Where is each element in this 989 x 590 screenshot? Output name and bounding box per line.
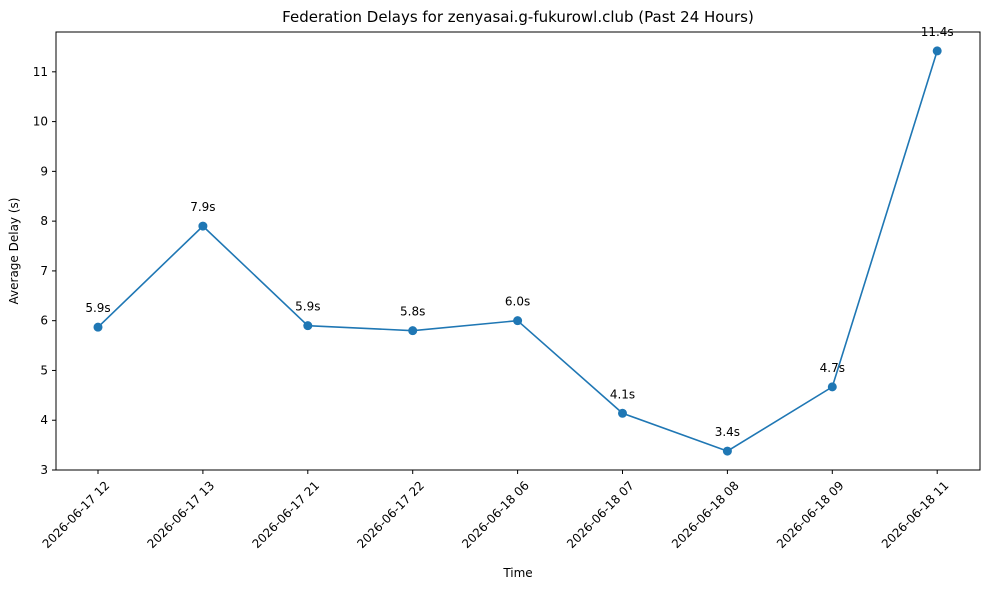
plot-frame xyxy=(55,31,981,471)
data-point xyxy=(722,446,732,456)
data-label: 5.9s xyxy=(85,301,110,315)
data-point xyxy=(932,46,942,56)
y-tick-label: 11 xyxy=(33,65,48,79)
y-tick-label: 5 xyxy=(40,363,48,377)
x-axis: 2026-06-17 12 2026-06-17 13 2026-06-17 21 2… xyxy=(40,470,952,551)
y-tick-label: 3 xyxy=(40,463,48,477)
y-tick-label: 7 xyxy=(40,264,48,278)
series-group: 5.9s 7.9s 5.9s 5.8s 6.0s 4.1s 3.4s 4.7s 11.4s xyxy=(85,25,954,456)
data-label: 4.1s xyxy=(610,387,635,401)
data-label: 5.9s xyxy=(295,300,320,314)
data-label: 4.7s xyxy=(820,361,845,375)
y-tick-label: 10 xyxy=(33,115,48,129)
x-tick-label: 2026-06-17 21 xyxy=(249,478,322,551)
data-point xyxy=(303,321,313,331)
x-tick-label: 2026-06-18 07 xyxy=(564,478,637,551)
y-axis-title: Average Delay (s) xyxy=(7,198,21,305)
series-line xyxy=(97,50,938,452)
data-label: 3.4s xyxy=(715,425,740,439)
data-point xyxy=(198,221,208,231)
x-tick-label: 2026-06-17 12 xyxy=(40,478,113,551)
x-tick-label: 2026-06-18 06 xyxy=(459,478,532,551)
data-label: 6.0s xyxy=(505,295,530,309)
data-label: 11.4s xyxy=(921,25,954,39)
x-tick-label: 2026-06-18 08 xyxy=(669,478,742,551)
data-label: 5.8s xyxy=(400,305,425,319)
x-tick-label: 2026-06-18 09 xyxy=(774,478,847,551)
data-point xyxy=(408,326,418,336)
plot-area xyxy=(55,31,981,471)
x-tick-label: 2026-06-17 13 xyxy=(145,478,218,551)
data-point xyxy=(93,322,103,332)
chart-title: Federation Delays for zenyasai.g-fukurow… xyxy=(282,8,754,26)
x-tick-label: 2026-06-18 11 xyxy=(879,478,952,551)
x-tick-label: 2026-06-17 22 xyxy=(354,478,427,551)
x-axis-title: Time xyxy=(502,566,532,580)
data-label: 7.9s xyxy=(190,200,215,214)
data-point xyxy=(618,408,627,418)
y-tick-label: 8 xyxy=(40,214,48,228)
data-point xyxy=(513,316,523,326)
y-tick-label: 4 xyxy=(40,413,48,427)
y-tick-label: 6 xyxy=(40,314,48,328)
y-tick-label: 9 xyxy=(40,164,48,178)
y-axis: 3 4 5 6 7 8 9 10 11 xyxy=(33,65,56,477)
data-point xyxy=(827,382,837,392)
